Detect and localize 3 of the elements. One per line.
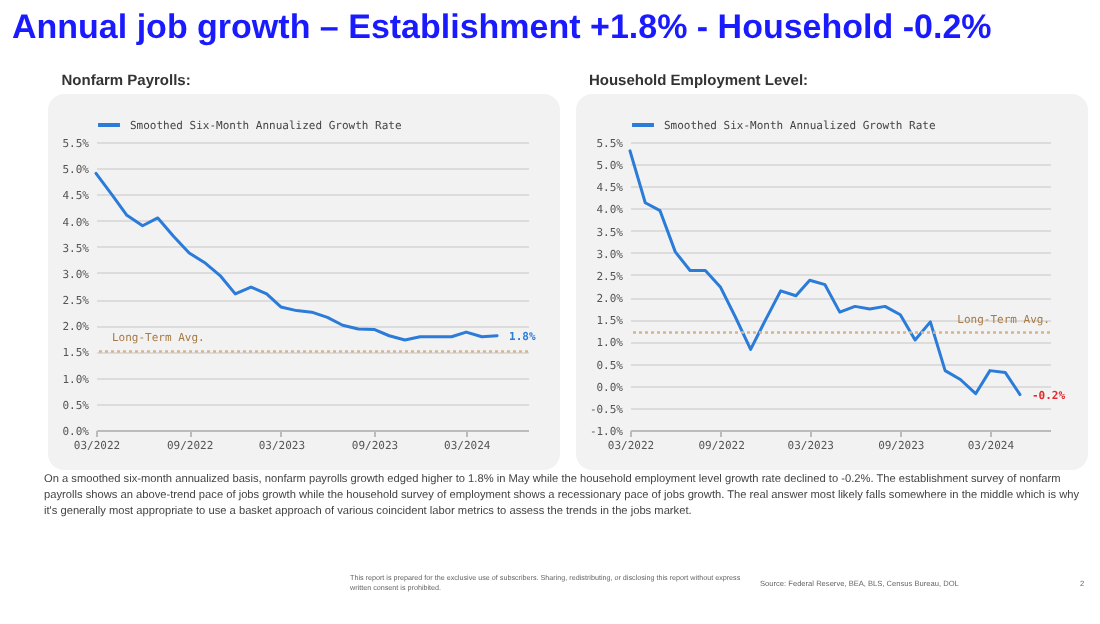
text: Annual job growth – Establishment +1.8% - Household -0.2% (12, 8, 992, 48)
line-series (94, 171, 499, 342)
line-series (628, 149, 1022, 397)
